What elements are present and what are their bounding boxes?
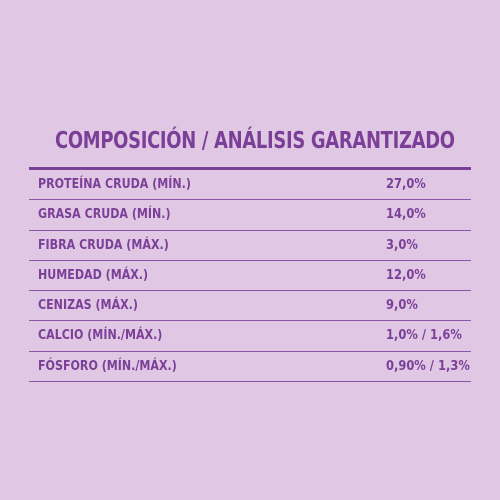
row-value: 0,90% / 1,3% [386,357,470,374]
table-row: FIBRA CRUDA (MÁX.) 3,0% [29,231,471,261]
row-label: PROTEÍNA CRUDA (MÍN.) [38,176,191,192]
row-value: 14,0% [386,206,426,223]
row-value: 3,0% [386,236,418,253]
row-value: 1,0% / 1,6% [386,327,462,344]
row-value: 9,0% [386,297,418,314]
analysis-table: PROTEÍNA CRUDA (MÍN.) 27,0% GRASA CRUDA … [29,170,471,383]
row-label: CENIZAS (MÁX.) [38,297,138,314]
table-row: FÓSFORO (MÍN./MÁX.) 0,90% / 1,3% [29,352,471,383]
table-row: CENIZAS (MÁX.) 9,0% [29,291,471,322]
row-label: HUMEDAD (MÁX.) [38,266,149,283]
row-label: FIBRA CRUDA (MÁX.) [38,236,169,253]
row-value: 12,0% [386,266,426,283]
row-value: 27,0% [386,176,426,192]
table-row: GRASA CRUDA (MÍN.) 14,0% [29,200,471,231]
table-row: CALCIO (MÍN./MÁX.) 1,0% / 1,6% [29,321,471,352]
table-row: PROTEÍNA CRUDA (MÍN.) 27,0% [29,170,471,201]
table-title: COMPOSICIÓN / ANÁLISIS GARANTIZADO [55,128,455,154]
row-label: GRASA CRUDA (MÍN.) [38,206,171,223]
row-label: FÓSFORO (MÍN./MÁX.) [38,357,177,374]
title-divider [29,167,471,170]
table-row: HUMEDAD (MÁX.) 12,0% [29,261,471,292]
row-label: CALCIO (MÍN./MÁX.) [38,327,163,344]
